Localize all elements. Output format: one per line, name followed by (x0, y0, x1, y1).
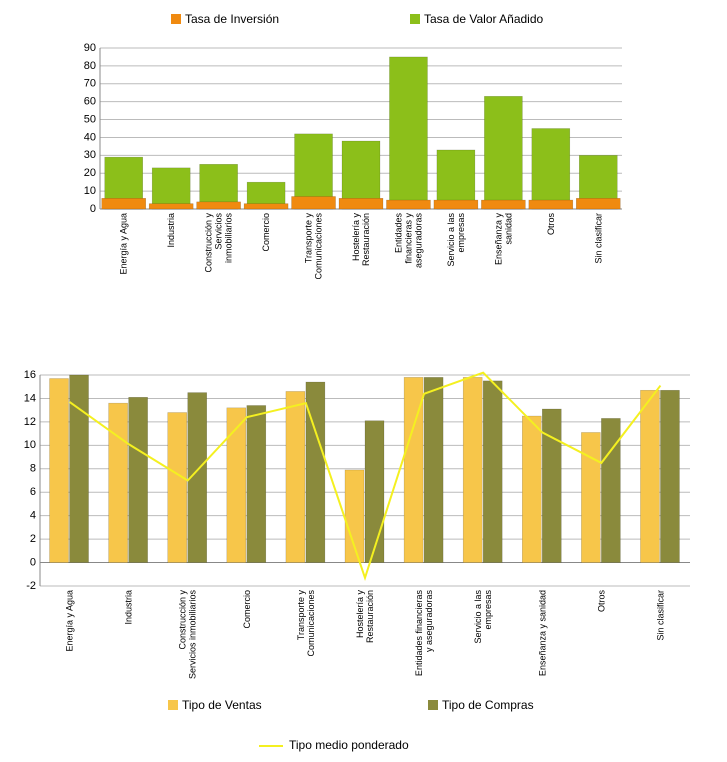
x-tick-label: Industria (123, 590, 134, 625)
y-tick-label: 16 (24, 369, 36, 381)
bar (305, 381, 326, 563)
bar (49, 378, 69, 563)
bar (108, 402, 128, 563)
y-tick-label: 70 (84, 78, 96, 90)
y-tick-label: 2 (30, 533, 36, 545)
y-tick-label: 50 (84, 113, 96, 125)
bar (576, 198, 621, 210)
line (68, 371, 662, 581)
y-tick-label: 40 (84, 131, 96, 143)
y-tick-label: 10 (24, 439, 36, 451)
bar (423, 377, 444, 563)
bar (101, 198, 146, 210)
bar (341, 140, 381, 210)
y-tick-label: 14 (24, 392, 36, 404)
x-tick-label: Servicio a las empresas (473, 590, 494, 644)
y-tick-label: 90 (84, 42, 96, 54)
x-tick-label: Otros (596, 590, 607, 613)
bar (403, 377, 424, 563)
x-tick-label: Comercio (241, 590, 252, 629)
x-tick-label: Industria (166, 213, 177, 248)
bar (338, 198, 384, 210)
legend-label: Tasa de Valor Añadido (424, 12, 544, 26)
x-tick-label: Entidades financieras y aseguradoras (393, 213, 424, 269)
y-tick-label: 10 (84, 185, 96, 197)
y-tick-label: 8 (30, 463, 36, 475)
bar (226, 407, 247, 563)
y-tick-label: 80 (84, 60, 96, 72)
bar (482, 380, 503, 563)
bar (462, 377, 483, 563)
x-tick-label: Enseñanza y sanidad (493, 213, 514, 266)
y-tick-label: 6 (30, 486, 36, 498)
bar (433, 199, 479, 210)
bar (167, 412, 187, 563)
x-tick-label: Comercio (261, 213, 272, 252)
bar (389, 56, 428, 210)
bar (528, 199, 574, 210)
bar (246, 405, 267, 563)
y-tick-label: 30 (84, 149, 96, 161)
x-tick-label: Enseñanza y sanidad (537, 590, 548, 677)
y-tick-label: 0 (90, 203, 96, 215)
x-tick-label: Sin clasificar (593, 213, 604, 264)
bar (243, 203, 289, 210)
y-tick-label: 20 (84, 167, 96, 179)
x-tick-label: Servicio a las empresas (445, 213, 466, 267)
x-tick-label: Entidades financieras y aseguradoras (414, 590, 435, 677)
legend-label: Tipo de Compras (442, 698, 534, 712)
x-tick-label: Transporte y Comunicaciones (303, 213, 324, 280)
bar (531, 128, 571, 210)
legend-label: Tipo de Ventas (182, 698, 262, 712)
bar (542, 408, 562, 563)
y-tick-label: 4 (30, 510, 36, 522)
legend-label: Tasa de Inversión (185, 12, 279, 26)
bar (187, 392, 207, 563)
bar (151, 167, 191, 210)
legend-swatch (171, 14, 181, 24)
x-tick-label: Transporte y Comunicaciones (295, 590, 316, 657)
x-tick-label: Energía y Agua (118, 213, 129, 275)
bar (196, 201, 241, 210)
bar (291, 196, 336, 210)
x-tick-label: Sin clasificar (655, 590, 666, 641)
bar (69, 374, 89, 563)
x-tick-label: Otros (545, 213, 556, 236)
x-tick-label: Energía y Agua (64, 590, 75, 652)
bar (285, 391, 306, 563)
x-tick-label: Construcción y Servicios inmobiliarios (177, 590, 198, 680)
bar (522, 415, 542, 563)
bar (484, 96, 523, 210)
bar (148, 203, 194, 210)
x-tick-label: Hostelería y Restauración (355, 590, 375, 644)
y-tick-label: -2 (26, 580, 36, 592)
y-tick-label: 12 (24, 416, 36, 428)
y-tick-label: 60 (84, 96, 96, 108)
legend-swatch (410, 14, 420, 24)
bar (581, 432, 601, 563)
x-tick-label: Hostelería y Restauración (351, 213, 371, 267)
x-tick-label: Construcción y Servicios inmobiliarios (203, 213, 234, 273)
bar (640, 389, 660, 563)
bar (199, 164, 238, 210)
legend-swatch (428, 700, 438, 710)
bar (364, 420, 385, 563)
bar (128, 397, 148, 563)
bar (481, 199, 526, 210)
legend-label: Tipo medio ponderado (289, 738, 409, 752)
bar (660, 389, 680, 563)
bar (601, 418, 621, 563)
bar (436, 149, 476, 210)
y-tick-label: 0 (30, 556, 36, 568)
legend-swatch (168, 700, 178, 710)
bar (386, 199, 431, 210)
